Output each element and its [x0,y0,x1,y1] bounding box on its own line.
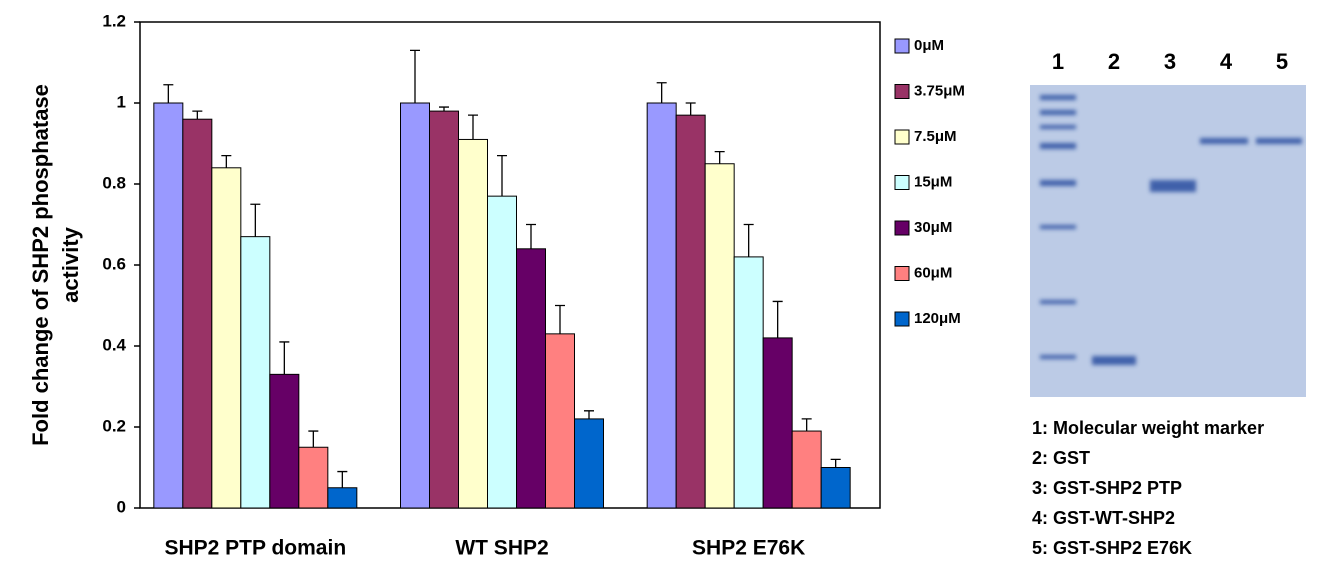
legend-label: 60μM [914,264,952,281]
bar [763,338,792,508]
bar [459,139,488,508]
bar [647,103,676,508]
bar [328,488,357,508]
y-tick-label: 1 [117,92,126,111]
bar [488,196,517,508]
bar [430,111,459,508]
y-tick-label: 0.4 [102,335,126,354]
gel-key: 5: GST-SHP2 E76K [1032,538,1192,558]
legend-label: 15μM [914,173,952,190]
figure: 0 0.2 0.4 0.6 0.8 1 1.2 Fold change of SHP2 pho… [0,0,1341,564]
legend-label: 7.5μM [914,128,957,145]
y-tick-label: 0.8 [102,173,126,192]
x-tick-label: WT SHP2 [455,537,548,560]
lane-label: 5 [1276,49,1288,74]
gel-key: 1: Molecular weight marker [1032,418,1264,438]
legend-label: 3.75μM [914,82,965,99]
bar [154,103,183,508]
y-tick-label: 0.6 [102,254,126,273]
legend-swatch [895,221,909,235]
bar [575,419,604,508]
bar [401,103,430,508]
legend-swatch [895,39,909,53]
bar [734,257,763,508]
legend-label: 30μM [914,219,952,236]
y-tick-label: 0.2 [102,416,126,435]
legend-label: 120μM [914,310,961,327]
y-axis-label: activity [58,226,83,303]
bar [241,237,270,508]
lane-label: 2 [1108,49,1120,74]
gel-key: 2: GST [1032,448,1090,468]
bar [183,119,212,508]
legend-swatch [895,267,909,281]
legend-swatch [895,130,909,144]
bar [212,168,241,508]
y-axis-label: Fold change of SHP2 phosphatase [28,84,53,446]
bar [792,431,821,508]
y-tick-label: 1.2 [102,11,126,30]
gel-key: 4: GST-WT-SHP2 [1032,508,1175,528]
legend-swatch [895,176,909,190]
bar [517,249,546,508]
bar [546,334,575,508]
legend-swatch [895,312,909,326]
legend-swatch [895,85,909,99]
x-tick-label: SHP2 PTP domain [164,537,346,560]
lane-label: 3 [1164,49,1176,74]
bar [705,164,734,508]
bar [299,447,328,508]
y-tick-label: 0 [117,497,126,516]
legend-label: 0μM [914,37,944,54]
gel [1030,85,1306,397]
bar [821,468,850,509]
bar [676,115,705,508]
bar [270,374,299,508]
x-tick-label: SHP2 E76K [692,537,805,560]
gel-key: 3: GST-SHP2 PTP [1032,478,1182,498]
lane-label: 4 [1220,49,1233,74]
lane-label: 1 [1052,49,1064,74]
gel-image [1030,85,1306,397]
